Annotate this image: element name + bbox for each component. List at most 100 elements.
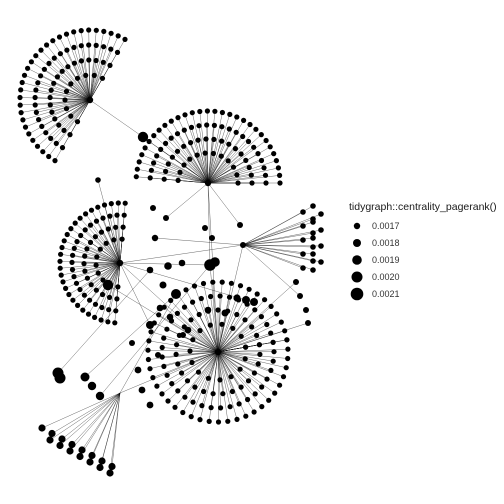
- graph-node: [165, 161, 171, 167]
- graph-node: [310, 267, 316, 273]
- graph-node: [93, 42, 99, 49]
- graph-edge: [217, 351, 249, 381]
- graph-edge: [176, 351, 219, 355]
- graph-edge: [95, 236, 121, 264]
- graph-node: [54, 372, 66, 384]
- graph-node: [246, 286, 252, 292]
- graph-edge: [217, 299, 239, 353]
- graph-edge: [217, 351, 246, 359]
- graph-node: [174, 310, 180, 316]
- graph-node: [78, 43, 84, 49]
- graph-edge: [207, 156, 222, 184]
- graph-node: [237, 366, 243, 372]
- graph-node: [82, 227, 88, 233]
- graph-node: [310, 235, 316, 241]
- graph-node: [162, 122, 168, 128]
- graph-node: [97, 246, 103, 252]
- graph-node: [220, 391, 226, 397]
- graph-edge: [106, 243, 121, 264]
- graph-node: [246, 164, 252, 171]
- graph-node: [234, 416, 240, 422]
- graph-node: [38, 47, 44, 53]
- graph-node: [277, 172, 283, 178]
- graph-node: [134, 166, 140, 172]
- graph-edge: [207, 167, 279, 184]
- graph-node: [230, 164, 237, 170]
- graph-node: [88, 451, 96, 460]
- graph-edge: [176, 344, 219, 353]
- graph-node: [150, 375, 156, 381]
- graph-edge: [217, 351, 268, 380]
- graph-node: [263, 137, 269, 144]
- graph-edge: [111, 203, 121, 264]
- graph-node: [146, 138, 152, 145]
- graph-edge: [217, 351, 241, 370]
- graph-edge: [50, 99, 91, 106]
- graph-node: [190, 337, 196, 343]
- graph-edge: [207, 160, 262, 184]
- graph-node: [199, 403, 205, 409]
- graph-node: [197, 328, 203, 334]
- graph-node: [188, 124, 195, 130]
- graph-node: [192, 384, 198, 390]
- graph-node: [161, 335, 167, 341]
- graph-node: [93, 57, 99, 64]
- graph-node: [277, 382, 283, 388]
- graph-node: [202, 225, 208, 231]
- graph-edge: [207, 136, 243, 184]
- graph-edge: [207, 147, 254, 184]
- graph-node: [156, 304, 164, 312]
- graph-edge: [96, 256, 121, 264]
- graph-node: [243, 344, 249, 350]
- graph-edge: [171, 351, 219, 384]
- graph-node: [74, 75, 81, 81]
- graph-node: [61, 238, 67, 244]
- graph-edge: [197, 140, 209, 184]
- graph-node: [248, 172, 254, 178]
- graph-edge: [89, 49, 111, 101]
- graph-edge: [187, 351, 219, 381]
- graph-edge: [165, 143, 209, 184]
- graph-node: [99, 304, 105, 311]
- graph-node: [43, 130, 49, 136]
- graph-node: [92, 234, 98, 240]
- graph-node: [53, 140, 59, 146]
- graph-node: [253, 126, 259, 132]
- graph-edge: [207, 141, 222, 184]
- graph-node: [66, 447, 74, 455]
- graph-node: [40, 149, 46, 155]
- graph-edge: [207, 174, 237, 184]
- graph-edge: [63, 99, 91, 131]
- graph-edge: [217, 351, 262, 407]
- graph-node: [318, 227, 324, 233]
- graph-node: [188, 317, 194, 323]
- legend-label: 0.0019: [372, 255, 400, 265]
- graph-node: [63, 31, 70, 37]
- graph-node: [33, 87, 39, 93]
- graph-edge: [73, 31, 91, 101]
- graph-edge: [217, 328, 233, 353]
- graph-node: [245, 396, 251, 403]
- graph-edge: [61, 262, 121, 276]
- graph-node: [46, 436, 54, 444]
- graph-edge: [191, 127, 209, 184]
- graph-edge: [79, 218, 121, 264]
- graph-node: [32, 102, 38, 108]
- graph-edge: [79, 262, 121, 290]
- graph-edge: [158, 130, 209, 184]
- graph-node: [116, 259, 124, 267]
- graph-edge: [153, 135, 209, 184]
- graph-edge: [196, 154, 209, 184]
- graph-node: [259, 404, 265, 410]
- graph-node: [22, 124, 29, 130]
- graph-node: [64, 47, 70, 53]
- graph-edge: [59, 36, 91, 101]
- graph-node: [318, 243, 324, 249]
- graph-edge: [37, 99, 91, 147]
- graph-edge: [109, 262, 121, 285]
- graph-node: [273, 158, 279, 164]
- graph-edge: [189, 159, 209, 184]
- graph-edge: [71, 392, 121, 445]
- graph-edge: [163, 351, 219, 367]
- graph-edge: [81, 60, 91, 101]
